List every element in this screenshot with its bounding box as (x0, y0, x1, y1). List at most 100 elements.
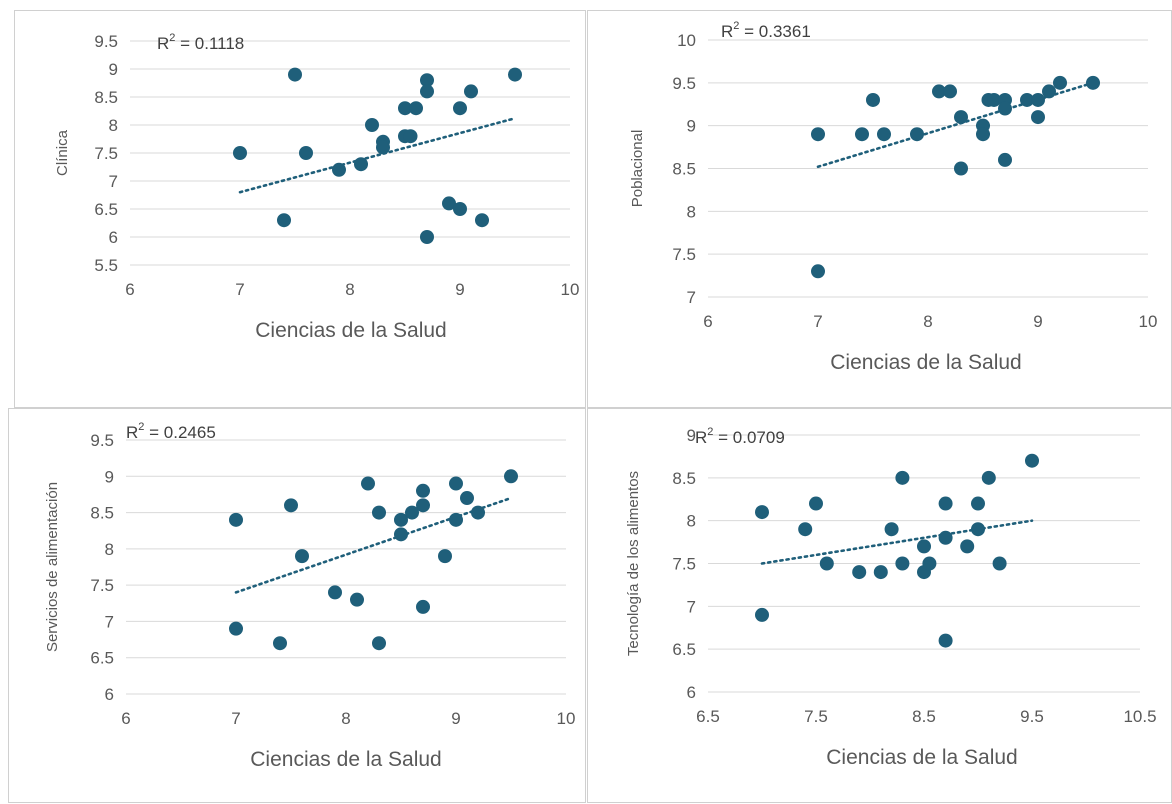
x-tick-servicios-1: 7 (231, 709, 240, 728)
y-tick-poblacional-3: 8.5 (672, 160, 696, 179)
data-point-poblacional-0 (811, 127, 825, 142)
x-axis-label-poblacional: Ciencias de la Salud (830, 351, 1021, 374)
r2-letter: R (126, 423, 138, 442)
data-point-tecnologia-6 (873, 565, 888, 580)
data-point-tecnologia-5 (852, 565, 867, 580)
trendline-servicios (234, 496, 513, 594)
y-tick-tecnologia-2: 7 (687, 597, 696, 616)
data-point-poblacional-9 (954, 161, 968, 176)
data-point-clinica-20 (475, 213, 489, 228)
data-point-servicios-4 (295, 549, 309, 564)
x-tick-clinica-4: 10 (561, 280, 580, 299)
y-tick-tecnologia-1: 6.5 (672, 640, 696, 659)
data-point-poblacional-13 (987, 92, 1001, 107)
r2-exponent: 2 (707, 426, 713, 438)
data-point-clinica-13 (420, 73, 434, 88)
data-point-servicios-1 (229, 621, 243, 636)
y-tick-tecnologia-5: 8.5 (672, 469, 696, 488)
data-point-clinica-21 (508, 67, 522, 82)
data-point-poblacional-18 (1031, 92, 1045, 107)
data-point-servicios-12 (405, 505, 419, 520)
trendline-tecnologia (760, 519, 1034, 565)
x-tick-clinica-0: 6 (125, 280, 134, 299)
data-point-clinica-2 (288, 67, 302, 82)
data-point-poblacional-17 (1020, 92, 1034, 107)
data-point-poblacional-5 (910, 127, 924, 142)
data-point-poblacional-6 (932, 84, 946, 99)
chart-svg-servicios: 6 6.5 7 7.5 8 8.5 9 9.5 6 7 8 9 10 Ciencias de la Sal… (44, 421, 576, 771)
data-point-tecnologia-17 (971, 496, 985, 511)
data-point-poblacional-16 (998, 152, 1012, 167)
data-point-servicios-19 (460, 491, 474, 506)
data-point-tecnologia-0 (755, 505, 769, 520)
data-point-clinica-16 (442, 196, 456, 211)
x-tick-tecnologia-2: 8.5 (912, 707, 936, 726)
x-tick-servicios-4: 10 (557, 709, 576, 728)
r2-annotation-poblacional: R2 = 0.3361 (721, 20, 811, 41)
y-tick-clinica-7: 9 (109, 60, 118, 79)
y-tick-servicios-4: 8 (105, 540, 114, 559)
r2-exponent: 2 (169, 32, 175, 44)
data-point-servicios-14 (416, 498, 430, 513)
x-tick-clinica-1: 7 (235, 280, 244, 299)
chart-panel-servicios: 6 6.5 7 7.5 8 8.5 9 9.5 6 7 8 9 10 Ciencias de la Sal… (8, 408, 586, 803)
data-point-clinica-18 (453, 202, 467, 216)
y-tick-tecnologia-4: 8 (687, 512, 696, 531)
x-tick-poblacional-0: 6 (703, 312, 712, 331)
data-point-servicios-2 (273, 636, 287, 651)
data-point-poblacional-21 (1053, 75, 1067, 90)
y-tick-poblacional-1: 7.5 (672, 245, 696, 264)
data-point-servicios-17 (449, 476, 463, 491)
y-tick-clinica-0: 5.5 (94, 256, 118, 275)
data-point-tecnologia-15 (938, 633, 953, 648)
y-tick-servicios-3: 7.5 (90, 576, 114, 595)
r2-annotation-tecnologia: R2 = 0.0709 (695, 426, 785, 447)
y-tick-servicios-0: 6 (105, 685, 114, 704)
chart-svg-clinica: 5.5 6 6.5 7 7.5 8 8.5 9 9.5 6 7 8 9 10 Ciencias de la … (54, 32, 580, 342)
y-axis-label-poblacional: Poblacional (629, 130, 646, 208)
r2-value: = 0.3361 (739, 22, 810, 41)
data-point-poblacional-4 (877, 127, 891, 142)
data-point-servicios-18 (449, 512, 463, 527)
chart-panel-clinica: 5.5 6 6.5 7 7.5 8 8.5 9 9.5 6 7 8 9 10 Ciencias de la … (14, 10, 586, 408)
x-tick-poblacional-2: 8 (923, 312, 932, 331)
y-tick-servicios-2: 7 (105, 612, 114, 631)
r2-value: = 0.2465 (144, 423, 215, 442)
x-axis-label-clinica: Ciencias de la Salud (255, 319, 446, 342)
y-axis-label-tecnologia: Tecnología de los alimentos (625, 471, 642, 656)
data-point-clinica-8 (376, 140, 390, 155)
x-axis-label-tecnologia: Ciencias de la Salud (826, 746, 1017, 769)
data-point-servicios-5 (328, 585, 342, 600)
x-tick-tecnologia-3: 9.5 (1020, 707, 1044, 726)
y-tick-clinica-5: 8 (109, 116, 118, 135)
y-tick-clinica-4: 7.5 (94, 144, 118, 163)
data-point-clinica-0 (233, 146, 247, 160)
r2-exponent: 2 (733, 20, 739, 32)
data-point-poblacional-19 (1031, 110, 1045, 125)
data-point-poblacional-1 (811, 264, 825, 279)
data-point-tecnologia-8 (895, 470, 910, 485)
data-point-tecnologia-3 (809, 496, 823, 511)
data-point-clinica-4 (332, 162, 346, 177)
x-tick-poblacional-3: 9 (1033, 312, 1042, 331)
y-tick-clinica-6: 8.5 (94, 88, 118, 107)
data-point-clinica-12 (409, 101, 423, 116)
data-point-tecnologia-20 (992, 556, 1007, 571)
y-tick-servicios-6: 9 (105, 467, 114, 486)
data-point-clinica-3 (299, 146, 313, 160)
data-point-clinica-14 (420, 84, 434, 99)
data-point-tecnologia-16 (960, 539, 975, 554)
data-point-tecnologia-18 (971, 522, 985, 537)
y-axis-label-clinica: Clínica (54, 129, 71, 176)
r2-letter: R (721, 22, 733, 41)
data-point-clinica-19 (464, 84, 478, 99)
data-point-poblacional-20 (1042, 84, 1056, 99)
y-tick-poblacional-0: 7 (687, 288, 696, 307)
data-point-servicios-21 (504, 469, 518, 484)
y-tick-tecnologia-6: 9 (687, 426, 696, 445)
data-point-servicios-8 (372, 505, 386, 520)
y-tick-poblacional-4: 9 (687, 117, 696, 136)
y-axis-label-servicios: Servicios de alimentación (44, 482, 61, 652)
data-point-tecnologia-10 (917, 539, 931, 554)
y-tick-clinica-1: 6 (109, 228, 118, 247)
